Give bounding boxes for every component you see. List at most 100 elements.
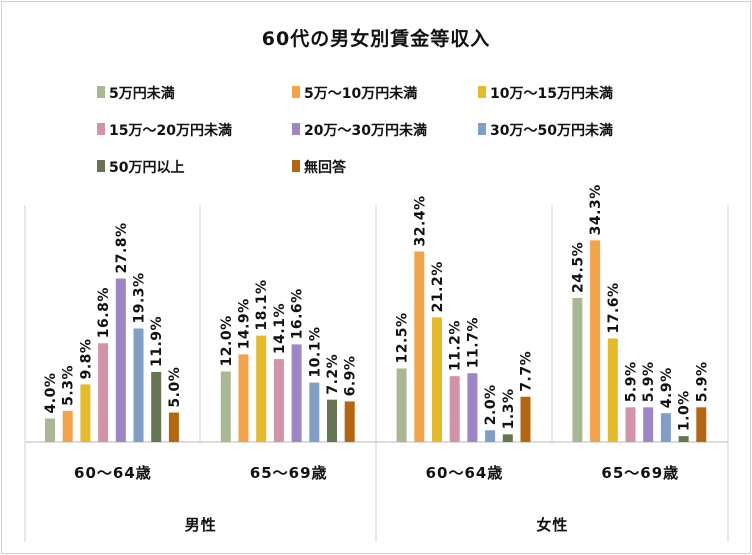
data-label: 16.6%	[290, 288, 306, 339]
bar	[327, 399, 337, 442]
legend-label: 30万～50万円未満	[490, 122, 613, 139]
bar	[291, 344, 302, 442]
bar	[414, 251, 425, 442]
data-label: 5.9%	[694, 361, 710, 402]
bar	[572, 297, 583, 442]
legend-label: 5万円未満	[109, 85, 175, 102]
bar	[273, 359, 284, 442]
data-label: 14.9%	[237, 298, 253, 349]
data-label: 24.5%	[570, 242, 586, 293]
bar	[625, 407, 636, 442]
data-label: 5.0%	[167, 367, 183, 408]
bar	[115, 278, 126, 442]
data-label: 21.2%	[430, 261, 446, 312]
data-label: 1.0%	[677, 390, 693, 431]
data-label: 5.9%	[641, 361, 657, 402]
data-label: 11.2%	[448, 320, 464, 371]
bar	[520, 396, 531, 442]
bar	[220, 371, 231, 442]
bar	[643, 407, 654, 442]
bar	[309, 382, 320, 442]
bar	[485, 430, 496, 442]
legend-swatch	[292, 160, 300, 172]
data-labels: 4.0% 5.3%9.8%16.8%27.8%19.3%11.9%5.0% 12.0…	[43, 184, 710, 431]
data-label: 11.7%	[465, 317, 481, 368]
data-label: 32.4%	[412, 195, 428, 246]
bar	[62, 410, 73, 442]
data-label: 11.9%	[149, 316, 165, 367]
data-label: 17.6%	[606, 282, 622, 333]
chart-title: 60代の男女別賃金等収入	[262, 27, 490, 50]
legend-swatch	[292, 123, 300, 135]
legend-item: 50万円以上	[97, 160, 184, 176]
data-label: 10.1%	[307, 327, 323, 378]
bar	[256, 335, 267, 442]
legend-swatch	[97, 123, 105, 135]
legend-item: 20万～30万円未満	[292, 122, 427, 139]
data-label: 12.5%	[395, 312, 411, 363]
data-label: 5.9%	[624, 361, 640, 402]
bar	[432, 317, 442, 442]
category-label: 60～64歳	[74, 464, 152, 482]
bar	[502, 434, 513, 442]
bar	[151, 372, 162, 442]
data-label: 2.0%	[483, 384, 499, 425]
legend-label: 20万～30万円未満	[304, 122, 427, 139]
legend-label: 15万～20万円未満	[109, 122, 232, 139]
bar	[168, 412, 179, 442]
legend-item: 5万円未満	[97, 85, 175, 102]
data-label: 19.3%	[132, 272, 148, 323]
legend-item: 10万～15万円未満	[478, 85, 613, 102]
bars	[45, 240, 707, 442]
bar	[696, 407, 707, 442]
data-label: 6.9%	[343, 356, 359, 397]
bar	[98, 343, 109, 442]
legend-swatch	[478, 123, 486, 135]
data-label: 1.3%	[501, 389, 517, 430]
group-label: 女性	[536, 516, 568, 534]
bar	[133, 328, 144, 442]
data-label: 7.7%	[519, 351, 535, 392]
data-label: 16.8%	[96, 287, 112, 338]
group-label: 男性	[185, 516, 217, 534]
data-label: 12.0%	[219, 315, 235, 366]
legend: 5万円未満 5万～10万円未満 10万～15万円未満 15万～20万円未満 20万～30…	[97, 85, 613, 176]
legend-label: 10万～15万円未満	[490, 85, 613, 102]
bar	[607, 338, 618, 442]
legend-item: 30万～50万円未満	[478, 122, 613, 139]
bar	[678, 436, 689, 442]
legend-item: 15万～20万円未満	[97, 122, 232, 139]
bar	[449, 376, 460, 442]
legend-swatch	[97, 160, 105, 172]
bar	[45, 418, 55, 442]
data-label: 14.1%	[272, 303, 288, 354]
legend-swatch	[97, 86, 105, 98]
data-label: 18.1%	[254, 279, 270, 330]
bar	[80, 384, 91, 442]
bar	[344, 401, 355, 442]
data-label: 34.3%	[588, 184, 604, 235]
category-label: 65～69歳	[250, 464, 328, 482]
legend-item: 無回答	[292, 159, 347, 176]
legend-swatch	[478, 86, 486, 98]
data-label: 5.3%	[61, 365, 77, 406]
bar	[396, 368, 407, 442]
category-label: 60～64歳	[426, 464, 504, 482]
legend-label: 50万円以上	[109, 160, 184, 176]
bar	[238, 354, 249, 442]
bar	[590, 240, 601, 442]
legend-item: 5万～10万円未満	[292, 85, 417, 102]
bar	[467, 373, 478, 442]
data-label: 27.8%	[114, 222, 130, 273]
legend-swatch	[292, 86, 300, 98]
data-label: 9.8%	[78, 339, 94, 380]
bar	[660, 413, 671, 442]
data-label: 4.0%	[43, 373, 59, 414]
category-label: 65～69歳	[601, 464, 679, 482]
data-label: 7.2%	[325, 354, 341, 395]
legend-label: 無回答	[304, 159, 347, 176]
legend-label: 5万～10万円未満	[304, 85, 417, 102]
